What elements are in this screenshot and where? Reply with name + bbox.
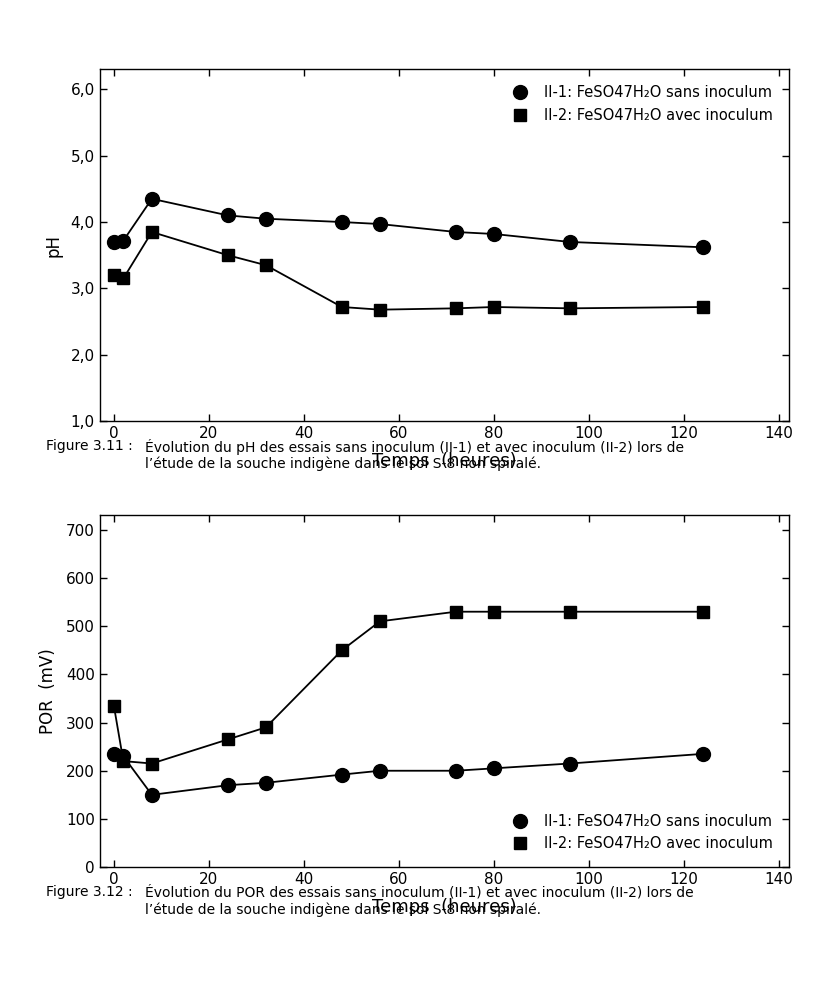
- Y-axis label: POR  (mV): POR (mV): [39, 648, 57, 734]
- Y-axis label: pH: pH: [44, 234, 62, 257]
- Text: Figure 3.12 :: Figure 3.12 :: [46, 885, 132, 899]
- Text: Figure 3.11 :: Figure 3.11 :: [46, 439, 133, 453]
- Text: Évolution du pH des essais sans inoculum (II-1) et avec inoculum (II-2) lors de: Évolution du pH des essais sans inoculum…: [145, 439, 684, 455]
- Legend: II-1: FeSO47H₂O sans inoculum, II-2: FeSO47H₂O avec inoculum: II-1: FeSO47H₂O sans inoculum, II-2: FeS…: [497, 76, 781, 132]
- Text: l’étude de la souche indigène dans le sol S-8 non spiralé.: l’étude de la souche indigène dans le so…: [145, 903, 541, 918]
- Text: Évolution du POR des essais sans inoculum (II-1) et avec inoculum (II-2) lors de: Évolution du POR des essais sans inoculu…: [145, 885, 694, 900]
- X-axis label: Temps  (heures): Temps (heures): [372, 898, 516, 916]
- Text: l’étude de la souche indigène dans le sol S-8 non spiralé.: l’étude de la souche indigène dans le so…: [145, 457, 541, 472]
- Legend: II-1: FeSO47H₂O sans inoculum, II-2: FeSO47H₂O avec inoculum: II-1: FeSO47H₂O sans inoculum, II-2: FeS…: [497, 805, 781, 860]
- X-axis label: Temps  (heures): Temps (heures): [372, 452, 516, 470]
